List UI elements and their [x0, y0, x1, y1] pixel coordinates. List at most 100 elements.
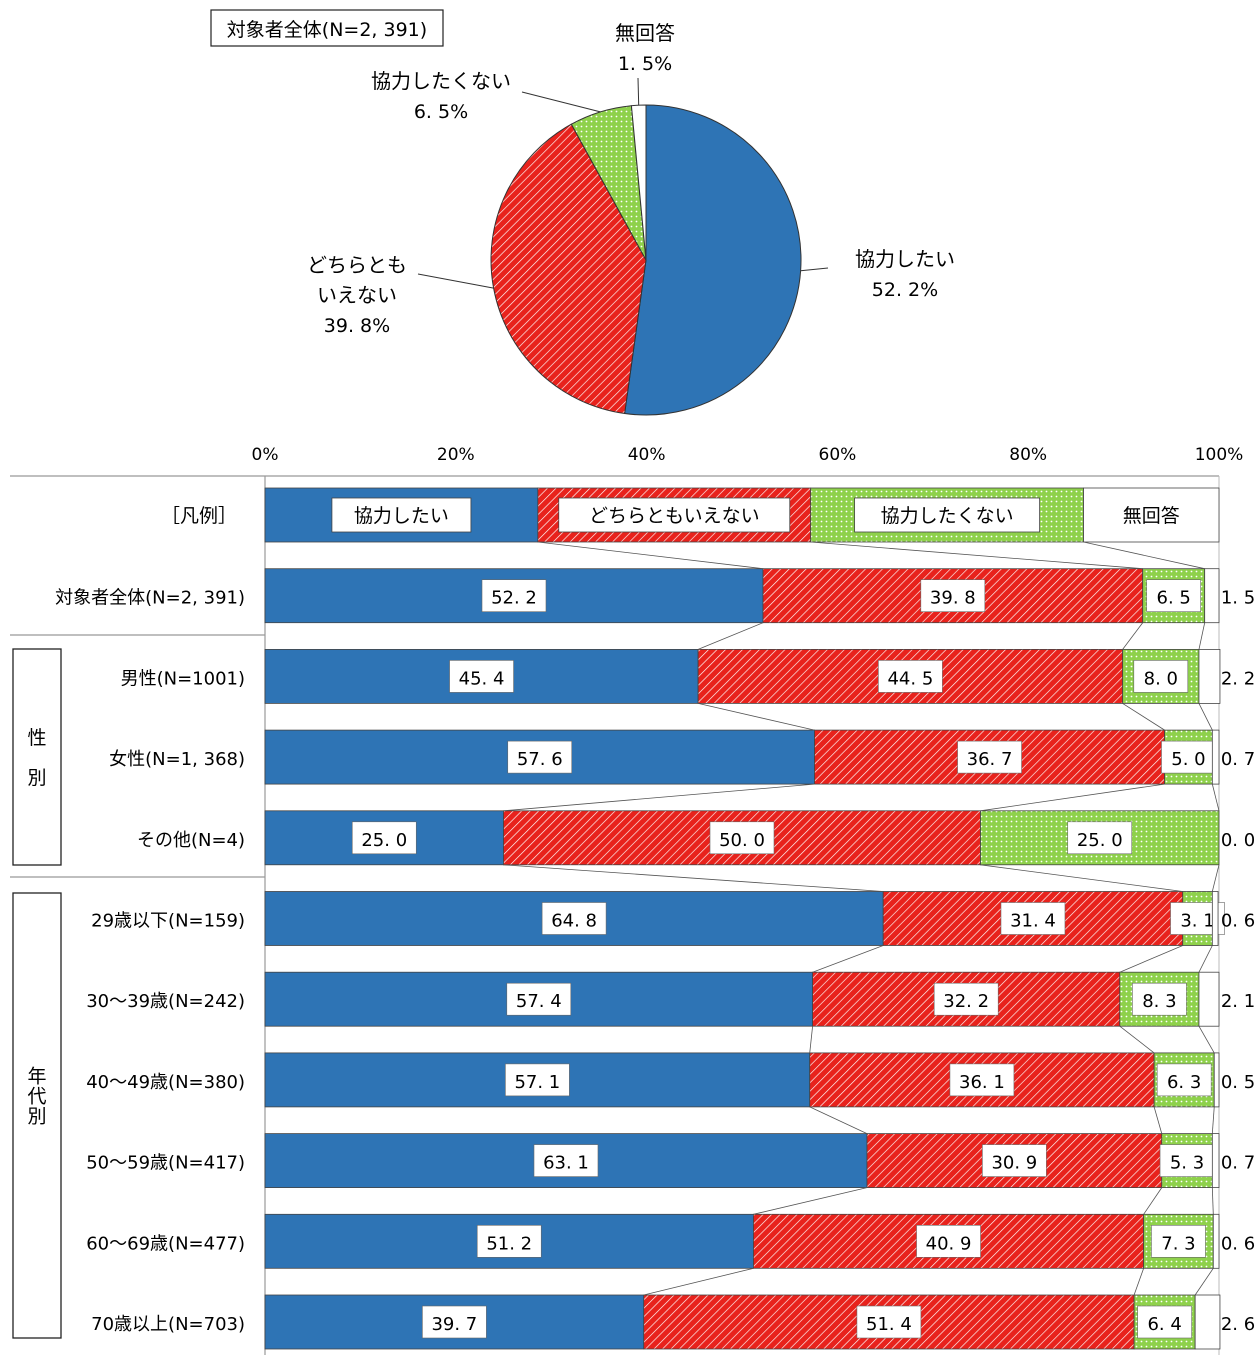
category-label: 40～49歳(N=380) — [86, 1072, 245, 1093]
bar-value-box — [957, 740, 1022, 774]
pie-label-yes: 協力したい — [855, 247, 955, 271]
x-tick-label: 100% — [1195, 445, 1244, 465]
series-connector-line — [1211, 1106, 1215, 1134]
bar-value-label: 5. 3 — [1170, 1153, 1204, 1174]
bar-value-box — [1146, 579, 1201, 613]
bar-value-label: 64. 8 — [551, 911, 597, 932]
series-connector-line — [1211, 1187, 1214, 1215]
x-tick-label: 80% — [1009, 445, 1047, 465]
series-connector-line — [1122, 622, 1144, 650]
bar-value-box — [1151, 1225, 1206, 1258]
bar-segment-na — [1211, 1133, 1220, 1188]
legend-label-box — [558, 497, 791, 533]
bar-value-box — [541, 902, 607, 935]
bar-value-label: 39. 8 — [930, 588, 976, 609]
pie-value-neither: 39. 8% — [324, 315, 390, 337]
series-connector-line — [1119, 1025, 1155, 1054]
category-label: 男性(N=1001) — [121, 668, 245, 689]
pie-labels: 協力したい 52. 2% どちらともいえない 39. 8% 協力したくない 6. 5% 無回… — [307, 21, 955, 337]
series-connector-line — [698, 703, 815, 731]
series-connector-line — [1194, 1268, 1214, 1296]
bar-value-label: 52. 2 — [491, 588, 537, 609]
pie-title-box: 対象者全体(N=2, 391) — [210, 9, 444, 47]
bar-segment-na — [1211, 891, 1219, 946]
bar-value-label: 8. 3 — [1142, 991, 1176, 1012]
bar-value-box — [507, 740, 573, 774]
legend-label-neither: どちらともいえない — [589, 505, 760, 527]
x-tick-label: 0% — [252, 445, 279, 465]
bar-value-label: 6. 4 — [1147, 1314, 1181, 1335]
pie-leader-line — [417, 273, 494, 289]
bar-segment-na — [1213, 1052, 1220, 1108]
category-label: 70歳以上(N=703) — [91, 1314, 245, 1335]
series-connector-line — [1083, 541, 1205, 570]
pie-leader-line — [800, 267, 829, 272]
bar-value-label: 2. 1 — [1221, 991, 1255, 1012]
bar-value-label: 32. 2 — [943, 991, 989, 1012]
series-connector-line — [1211, 864, 1220, 892]
bar-value-box — [1067, 821, 1133, 855]
series-connector-line — [810, 541, 1143, 570]
bar-value-label: 6. 3 — [1167, 1072, 1201, 1093]
group-label: 性 — [27, 727, 46, 749]
pie-slice-yes — [624, 104, 802, 416]
bar-segment-na — [1212, 1213, 1220, 1269]
pie-label-no: 協力したくない — [371, 69, 511, 93]
pie-leader-line — [521, 91, 601, 113]
series-connector-line — [980, 864, 1183, 892]
legend-swatch-na — [1083, 487, 1220, 543]
group-label: 別 — [27, 767, 46, 789]
bar-value-box — [709, 821, 775, 855]
bar-value-box — [916, 1225, 981, 1258]
bar-value-label: 63. 1 — [543, 1153, 589, 1174]
bar-value-label: 51. 4 — [866, 1314, 912, 1335]
category-label: その他(N=4) — [137, 830, 245, 851]
bar-value-label: 7. 3 — [1161, 1233, 1195, 1254]
category-label: 30～39歳(N=242) — [86, 991, 245, 1012]
group-label: 別 — [27, 1106, 46, 1128]
bar-segment-na — [1198, 971, 1220, 1027]
pie-value-na: 1. 5% — [618, 53, 672, 75]
bar-value-box — [1133, 660, 1189, 693]
group-box — [12, 892, 62, 1339]
series-connector-line — [1153, 1106, 1163, 1134]
category-label: 60～69歳(N=477) — [86, 1233, 245, 1254]
bar-segment-na — [1204, 568, 1220, 624]
bar-value-label: 45. 4 — [459, 668, 505, 689]
series-connector-line — [1122, 703, 1165, 731]
bar-value-box — [920, 579, 986, 613]
series-connector-line — [697, 622, 764, 650]
bar-value-box — [533, 1144, 599, 1177]
series-connector-line — [809, 1026, 813, 1053]
bar-value-label: 51. 2 — [486, 1233, 532, 1254]
series-connector-line — [537, 541, 764, 570]
bar-value-box — [949, 1063, 1015, 1097]
series-connector-line — [1198, 945, 1213, 973]
bar-value-box — [476, 1225, 542, 1258]
bar-segment-na — [1194, 1294, 1221, 1350]
bar-value-box — [1137, 1305, 1192, 1339]
series-connector-line — [1198, 1026, 1215, 1054]
bar-value-box — [505, 1063, 570, 1097]
series-connector-line — [503, 783, 815, 812]
series-connector-line — [643, 1267, 754, 1296]
bar-value-label: 5. 0 — [1171, 749, 1205, 770]
category-label: 対象者全体(N=2, 391) — [55, 588, 245, 609]
group-label: 年 — [27, 1066, 46, 1088]
x-tick-label: 60% — [819, 445, 857, 465]
bar-value-label: 0. 0 — [1221, 830, 1255, 851]
bar-value-box — [933, 982, 999, 1016]
bar-value-box — [856, 1305, 922, 1339]
bar-value-label: 0. 7 — [1221, 749, 1255, 770]
pie-label-na: 無回答 — [615, 21, 675, 45]
pie-label-neither: いえない — [317, 283, 397, 307]
pie-label-neither: どちらとも — [307, 253, 407, 277]
bar-value-label: 57. 4 — [516, 991, 562, 1012]
x-tick-label: 20% — [437, 445, 475, 465]
bar-value-label: 25. 0 — [361, 830, 407, 851]
bar-value-box — [1156, 1063, 1212, 1097]
x-tick-label: 40% — [628, 445, 666, 465]
series-connector-line — [812, 945, 884, 973]
series-connector-line — [980, 783, 1165, 812]
bar-value-box — [1132, 982, 1187, 1016]
